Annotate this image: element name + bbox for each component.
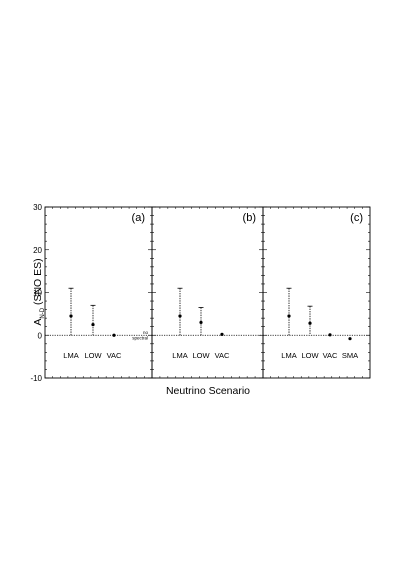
category-label: LMA	[172, 351, 187, 360]
category-label: LOW	[84, 351, 102, 360]
data-point-lma	[287, 314, 291, 318]
y-axis-title-subscript: N-D	[40, 307, 46, 318]
category-label: LOW	[301, 351, 319, 360]
y-tick-label: 10	[33, 289, 42, 298]
data-point-low	[91, 322, 95, 327]
y-tick-label: 30	[33, 203, 42, 212]
x-axis-title: Neutrino Scenario	[166, 385, 250, 397]
data-point-low	[199, 320, 203, 325]
data-point-sma	[348, 337, 352, 341]
annotation-text: spectral	[132, 335, 148, 340]
data-point-vac	[112, 333, 116, 337]
category-label: LMA	[281, 351, 296, 360]
y-tick-label: -10	[30, 374, 42, 383]
data-point-vac	[220, 332, 224, 336]
category-label: SMA	[342, 351, 358, 360]
panel-3: LMA LOW VAC SMA (c)	[262, 206, 371, 379]
category-label: VAC	[215, 351, 230, 360]
y-axis-title-main: A	[32, 319, 44, 326]
y-axis-title-rest: (SNO ES)	[32, 258, 44, 308]
category-label: LMA	[63, 351, 78, 360]
data-point-lma	[69, 314, 73, 318]
y-axis-title: AN-D (SNO ES)	[32, 258, 46, 325]
panel-label: (b)	[243, 212, 256, 224]
y-tick-label: 20	[33, 246, 42, 255]
category-label: VAC	[323, 351, 338, 360]
annotation-text: no	[143, 330, 149, 335]
panel-label: (a)	[132, 212, 145, 224]
data-point-lma	[178, 314, 182, 318]
category-label: LOW	[192, 351, 210, 360]
panel-2: LMA LOW VAC (b)	[151, 206, 264, 379]
panel-label: (c)	[350, 212, 363, 224]
category-label: VAC	[107, 351, 122, 360]
data-point-vac	[328, 333, 332, 337]
y-tick-label: 0	[38, 331, 43, 340]
data-point-low	[308, 321, 312, 325]
